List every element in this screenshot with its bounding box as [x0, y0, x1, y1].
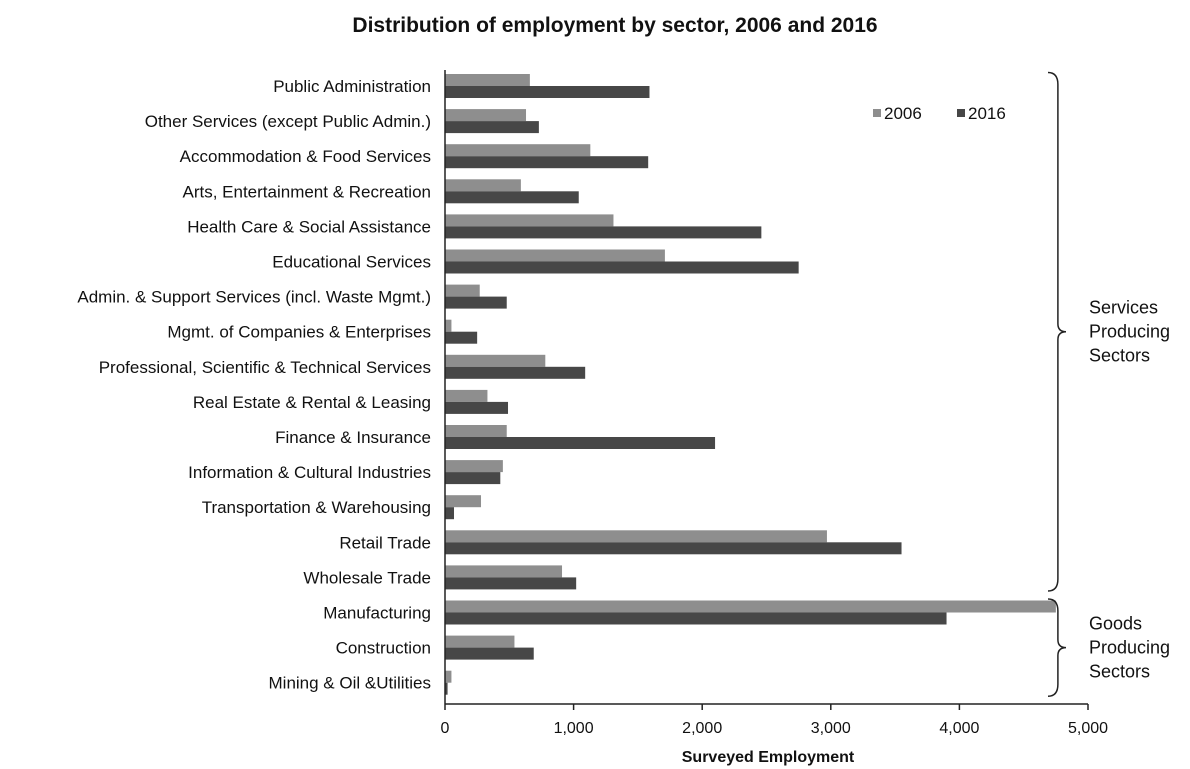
bar-2016-accommodation-food-services — [445, 156, 649, 169]
x-tick-label: 2,000 — [682, 720, 722, 737]
x-tick-label: 1,000 — [554, 720, 594, 737]
bar-2006-professional-scientific-technical-services — [445, 354, 546, 367]
bar-2016-mgmt-of-companies-enterprises — [445, 331, 478, 344]
bar-2016-information-cultural-industries — [445, 472, 501, 485]
bar-2016-transportation-warehousing — [445, 507, 455, 520]
bar-2006-mgmt-of-companies-enterprises — [445, 319, 452, 332]
bar-2016-health-care-social-assistance — [445, 226, 762, 239]
group-label-line: Services — [1089, 298, 1158, 318]
category-label: Retail Trade — [339, 533, 431, 552]
category-labels: Public Administration Other Services (exc… — [77, 77, 431, 693]
legend-label-2006: 2006 — [884, 104, 922, 123]
category-label: Transportation & Warehousing — [202, 498, 431, 517]
bar-2016-other-services-except-public-admin — [445, 121, 539, 134]
category-label: Real Estate & Rental & Leasing — [193, 393, 431, 412]
category-label: Construction — [336, 639, 431, 658]
group-label-line: Producing — [1089, 322, 1170, 342]
bar-2006-accommodation-food-services — [445, 144, 591, 157]
category-label: Admin. & Support Services (incl. Waste M… — [77, 288, 431, 307]
category-label: Other Services (except Public Admin.) — [145, 112, 431, 131]
bar-2016-professional-scientific-technical-services — [445, 366, 586, 379]
category-label: Mining & Oil &Utilities — [269, 674, 432, 693]
x-axis-title: Surveyed Employment — [682, 749, 855, 766]
category-label: Health Care & Social Assistance — [187, 217, 431, 236]
x-tick-label: 4,000 — [939, 720, 979, 737]
bar-2006-retail-trade — [445, 530, 827, 543]
bar-2006-transportation-warehousing — [445, 495, 482, 508]
bar-2006-educational-services — [445, 249, 665, 262]
category-label: Arts, Entertainment & Recreation — [182, 182, 431, 201]
category-label: Wholesale Trade — [303, 568, 431, 587]
bars-layer — [445, 74, 1056, 695]
bar-2006-manufacturing — [445, 600, 1056, 613]
group-label-line: Producing — [1089, 638, 1170, 658]
bar-2006-arts-entertainment-recreation — [445, 179, 521, 192]
category-label: Professional, Scientific & Technical Ser… — [99, 358, 431, 377]
bar-2016-mining-oil-utilities — [445, 682, 448, 695]
x-tick-label: 3,000 — [811, 720, 851, 737]
bar-2016-retail-trade — [445, 542, 902, 555]
bar-2016-real-estate-rental-leasing — [445, 401, 509, 414]
category-label: Information & Cultural Industries — [188, 463, 431, 482]
bar-2016-admin-support-services-incl-waste-mgmt — [445, 296, 507, 309]
bar-2016-finance-insurance — [445, 437, 716, 449]
bar-2006-admin-support-services-incl-waste-mgmt — [445, 284, 480, 297]
group-brace-1 — [1047, 598, 1067, 697]
group-label-line: Sectors — [1089, 346, 1150, 366]
bar-2006-construction — [445, 635, 515, 648]
legend-swatch-2016 — [957, 109, 965, 117]
bar-2016-construction — [445, 647, 534, 660]
category-label: Educational Services — [272, 253, 431, 272]
category-label: Mgmt. of Companies & Enterprises — [167, 323, 431, 342]
x-tick-label: 0 — [441, 720, 450, 737]
bar-2016-arts-entertainment-recreation — [445, 191, 579, 204]
chart-title: Distribution of employment by sector, 20… — [352, 14, 877, 37]
category-label: Public Administration — [273, 77, 431, 96]
x-axis — [444, 70, 1088, 705]
legend: 2006 2016 — [873, 104, 1006, 123]
bar-2016-educational-services — [445, 261, 799, 274]
legend-label-2016: 2016 — [968, 104, 1006, 123]
bar-2006-wholesale-trade — [445, 565, 563, 578]
sector-group-braces: Services Producing Sectors Goods Producing Se… — [1047, 71, 1170, 697]
group-label-line: Goods — [1089, 614, 1142, 634]
group-brace-0 — [1047, 71, 1067, 592]
x-axis-ticks: 0 1,000 2,000 3,000 4,000 5,000 — [441, 704, 1108, 737]
x-tick-label: 5,000 — [1068, 720, 1108, 737]
bar-2016-manufacturing — [445, 612, 947, 625]
bar-2016-public-administration — [445, 86, 650, 98]
category-label: Accommodation & Food Services — [180, 147, 431, 166]
legend-swatch-2006 — [873, 109, 881, 117]
group-label-line: Sectors — [1089, 662, 1150, 682]
bar-2006-information-cultural-industries — [445, 460, 503, 473]
bar-2006-public-administration — [445, 74, 530, 86]
bar-2006-real-estate-rental-leasing — [445, 389, 488, 402]
bar-2006-health-care-social-assistance — [445, 214, 614, 227]
bar-2006-other-services-except-public-admin — [445, 109, 527, 122]
bar-2016-wholesale-trade — [445, 577, 577, 590]
category-label: Finance & Insurance — [275, 428, 431, 447]
category-label: Manufacturing — [323, 604, 431, 623]
bar-2006-mining-oil-utilities — [445, 670, 452, 683]
bar-2006-finance-insurance — [445, 425, 507, 437]
